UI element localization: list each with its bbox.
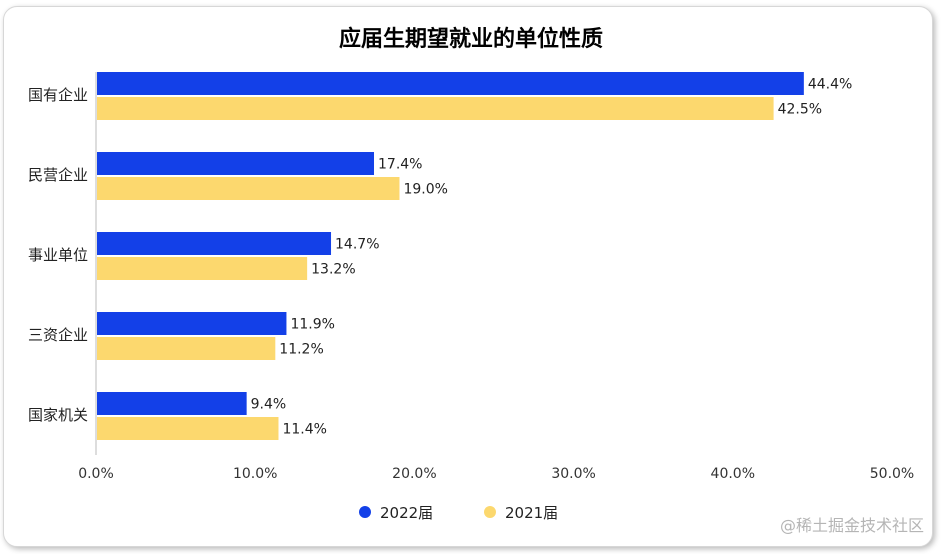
bars-group: 44.4% 42.5% 17.4% 19.0% 14.7% 13.2% 11.9% 11.2%… <box>97 72 852 440</box>
bar <box>97 417 279 440</box>
legend: 2022届 2021届 <box>359 504 558 522</box>
data-label: 42.5% <box>778 102 822 118</box>
data-label: 19.0% <box>403 182 447 198</box>
legend-marker <box>359 506 371 518</box>
bar <box>97 152 375 175</box>
x-tick-label: 30.0% <box>551 466 595 482</box>
bar <box>97 177 400 200</box>
data-label: 11.4% <box>282 422 326 438</box>
legend-marker <box>484 506 496 518</box>
x-tick-label: 40.0% <box>711 466 755 482</box>
data-label: 11.9% <box>290 317 334 333</box>
x-tick-label: 20.0% <box>392 466 436 482</box>
bar <box>97 72 804 95</box>
x-tick-label: 50.0% <box>870 466 914 482</box>
bar <box>97 392 247 415</box>
x-tick-label: 10.0% <box>233 466 277 482</box>
x-tick-label: 0.0% <box>78 466 114 482</box>
data-label: 11.2% <box>279 342 323 358</box>
data-label: 17.4% <box>378 157 422 173</box>
watermark: @稀土掘金技术社区 <box>780 516 924 535</box>
bar <box>97 257 308 280</box>
category-label: 民营企业 <box>28 166 88 184</box>
chart-title: 应届生期望就业的单位性质 <box>339 26 603 52</box>
bar <box>97 97 774 120</box>
data-label: 14.7% <box>335 237 379 253</box>
legend-label: 2021届 <box>505 504 558 522</box>
category-label: 三资企业 <box>28 326 88 344</box>
category-label: 国家机关 <box>28 406 88 424</box>
bar <box>97 232 332 255</box>
data-label: 44.4% <box>808 77 852 93</box>
legend-label: 2022届 <box>380 504 433 522</box>
x-axis-ticks: 0.0% 10.0% 20.0% 30.0% 40.0% 50.0% <box>78 466 914 482</box>
bar <box>97 312 287 335</box>
data-label: 9.4% <box>251 397 287 413</box>
bar <box>97 337 276 360</box>
category-label: 事业单位 <box>28 246 88 264</box>
category-label: 国有企业 <box>28 86 88 104</box>
data-label: 13.2% <box>311 262 355 278</box>
